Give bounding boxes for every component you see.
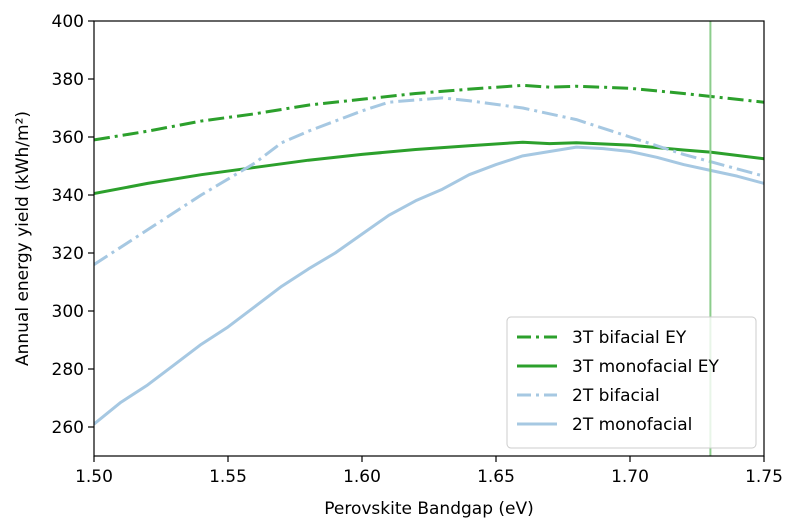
plot-frame — [93, 20, 765, 457]
y-axis-label: Annual energy yield (kWh/m²) — [13, 111, 33, 366]
y-tick-label: 260 — [52, 418, 84, 438]
legend-label: 3T bifacial EY — [572, 328, 687, 348]
series-line-4 — [94, 145, 764, 426]
series-line-3 — [94, 96, 764, 266]
series-line-1 — [94, 83, 764, 142]
x-tick-label: 1.55 — [209, 467, 247, 487]
y-tick-label: 380 — [52, 70, 84, 90]
x-tick-label: 1.70 — [611, 467, 649, 487]
legend-box — [506, 316, 757, 449]
x-tick-label: 1.50 — [75, 467, 113, 487]
legend: 3T bifacial EY 3T monofacial EY 2T bifacia… — [506, 316, 757, 449]
x-tick-label: 1.60 — [343, 467, 381, 487]
x-tick-label: 1.65 — [477, 467, 515, 487]
y-tick-label: 300 — [52, 302, 84, 322]
y-tick-label: 320 — [52, 244, 84, 264]
y-tick-label: 340 — [52, 186, 84, 206]
y-tick-label: 360 — [52, 128, 84, 148]
x-tick-label: 1.75 — [745, 467, 783, 487]
x-axis-label: Perovskite Bandgap (eV) — [324, 499, 534, 519]
y-tick-label: 400 — [52, 12, 84, 32]
legend-label: 3T monofacial EY — [572, 357, 719, 377]
legend-label: 2T bifacial — [572, 386, 660, 406]
legend-label: 2T monofacial — [572, 415, 692, 435]
y-tick-label: 280 — [52, 360, 84, 380]
axes-group: 1.50 1.55 1.60 1.65 1.70 1.75 260 280 300 320 340 3… — [52, 12, 783, 487]
